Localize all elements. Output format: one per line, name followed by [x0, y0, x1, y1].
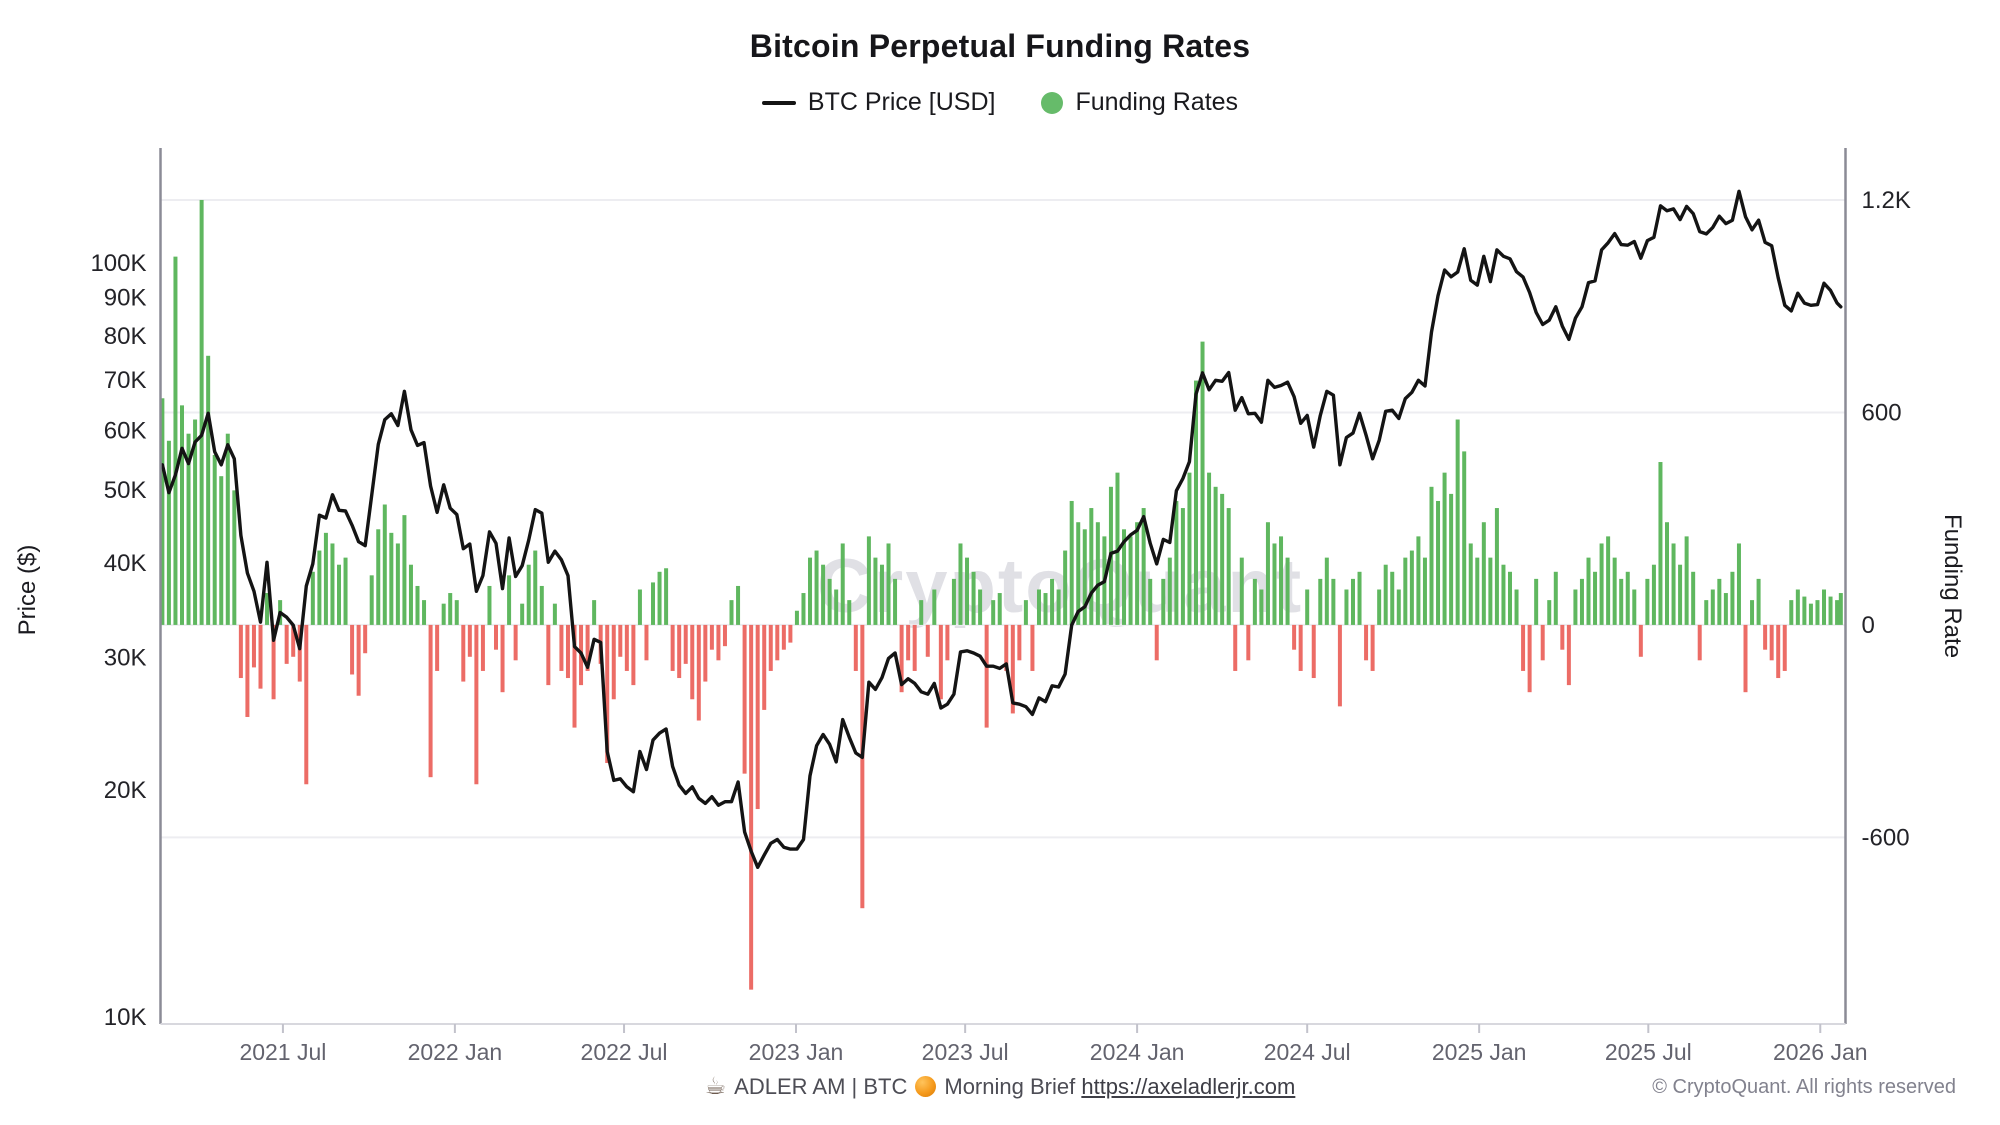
svg-text:100K: 100K	[90, 250, 146, 277]
svg-text:600: 600	[1862, 399, 1902, 426]
green-dot-icon	[1041, 91, 1064, 114]
left-axis-title: Price ($)	[14, 544, 41, 636]
svg-text:2021 Jul: 2021 Jul	[239, 1039, 326, 1065]
svg-text:2023 Jul: 2023 Jul	[922, 1039, 1009, 1065]
svg-text:20K: 20K	[104, 777, 147, 804]
svg-text:2025 Jul: 2025 Jul	[1605, 1039, 1692, 1065]
legend-item-funding-rates: Funding Rates	[1041, 88, 1238, 117]
svg-text:2022 Jan: 2022 Jan	[408, 1039, 503, 1065]
legend-label-funding-rates: Funding Rates	[1075, 88, 1239, 116]
svg-text:70K: 70K	[104, 367, 147, 394]
gridlines	[160, 198, 1846, 839]
svg-text:2022 Jul: 2022 Jul	[581, 1039, 668, 1065]
orange-circle-icon	[915, 1076, 937, 1097]
svg-text:2026 Jan: 2026 Jan	[1773, 1039, 1868, 1065]
footer-attribution: ☕ ADLER AM | BTC Morning Brief https://axe…	[0, 1072, 2000, 1101]
left-axis-tick-labels: 10K 20K 30K 40K 50K 60K 70K 80K 90K 100K	[90, 250, 146, 1031]
funding-rate-bars	[160, 199, 1843, 990]
footer-link[interactable]: https://axeladlerjr.com	[1081, 1074, 1296, 1099]
coffee-icon: ☕	[704, 1073, 727, 1100]
svg-text:0: 0	[1862, 612, 1875, 639]
svg-text:2024 Jul: 2024 Jul	[1264, 1039, 1351, 1065]
axis-lines	[159, 148, 1847, 1025]
svg-text:50K: 50K	[104, 477, 147, 504]
footer-brand: ADLER AM | BTC	[734, 1074, 908, 1099]
svg-text:1.2K: 1.2K	[1862, 187, 1911, 214]
legend-item-btc-price: BTC Price [USD]	[761, 88, 996, 117]
line-swatch-icon	[761, 100, 796, 105]
svg-text:60K: 60K	[104, 417, 147, 444]
svg-text:90K: 90K	[104, 285, 147, 312]
svg-text:-600: -600	[1862, 824, 1910, 851]
svg-text:30K: 30K	[104, 644, 147, 671]
svg-text:2025 Jan: 2025 Jan	[1432, 1039, 1527, 1065]
page-title: Bitcoin Perpetual Funding Rates	[749, 28, 1251, 64]
svg-text:10K: 10K	[104, 1004, 147, 1031]
svg-text:2024 Jan: 2024 Jan	[1090, 1039, 1185, 1065]
btc-price-line	[160, 189, 1843, 869]
legend: BTC Price [USD] Funding Rates	[0, 88, 2000, 117]
svg-text:2023 Jan: 2023 Jan	[749, 1039, 844, 1065]
copyright-text: © CryptoQuant. All rights reserved	[1652, 1076, 1956, 1098]
legend-label-btc-price: BTC Price [USD]	[807, 88, 996, 116]
right-axis-title: Funding Rate	[1939, 513, 1966, 659]
right-axis-tick-labels: -600 0 600 1.2K	[1862, 187, 1911, 851]
svg-text:40K: 40K	[104, 550, 147, 577]
svg-text:80K: 80K	[104, 323, 147, 350]
x-axis-tick-labels: 2021 Jul 2022 Jan 2022 Jul 2023 Jan 2023 Jul…	[239, 1024, 1868, 1065]
footer-brief-label: Morning Brief	[944, 1074, 1076, 1099]
